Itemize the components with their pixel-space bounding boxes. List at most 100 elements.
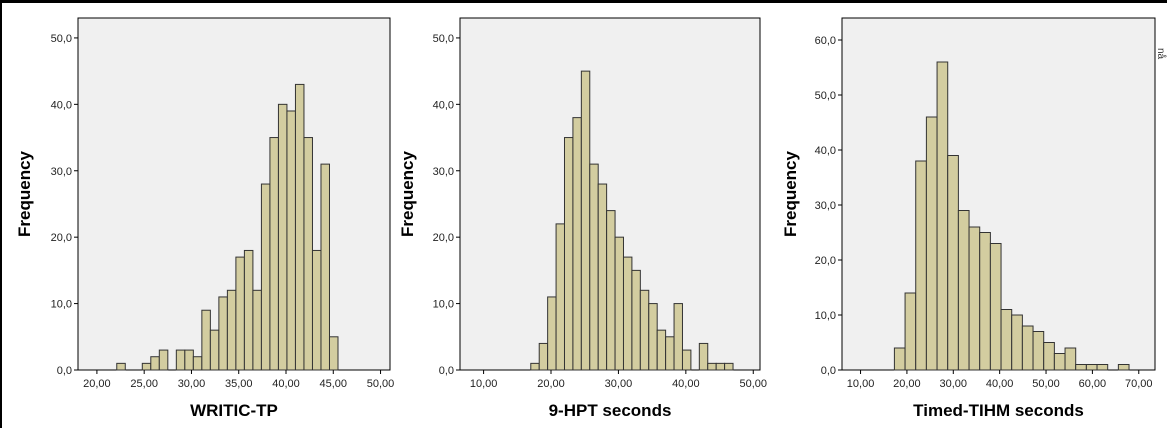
- histogram-bar: [201, 309, 211, 371]
- histogram-bar: [1032, 331, 1045, 371]
- histogram-bar: [572, 117, 582, 371]
- y-axis-label: Frequency: [781, 150, 800, 237]
- histogram-bar: [1075, 364, 1087, 371]
- x-tick-label: 20,00: [537, 378, 565, 390]
- x-tick-label: 50,00: [739, 378, 767, 390]
- histogram-bar: [1053, 353, 1066, 371]
- y-tick-label: 0,0: [821, 365, 836, 377]
- x-tick-label: 40,00: [986, 378, 1014, 390]
- y-tick-label: 50,0: [51, 33, 72, 45]
- x-tick-label: 30,00: [940, 378, 968, 390]
- histogram-bar: [979, 232, 991, 371]
- x-tick-label: 70,00: [1125, 378, 1153, 390]
- histogram-bar: [175, 349, 186, 371]
- histogram-bar: [1064, 347, 1077, 371]
- histogram-bar: [707, 362, 717, 371]
- x-tick-label: 10,00: [847, 378, 875, 390]
- histogram-9-hpt: 0,0 10,0 20,0 30,0 40,0 50,0 10,00 20,00 30,00 40…: [398, 17, 767, 420]
- histogram-bar: [1011, 314, 1023, 371]
- y-axis-label: Frequency: [15, 150, 34, 237]
- histogram-bar: [252, 289, 262, 371]
- histogram-bar: [226, 289, 237, 371]
- histogram-bar: [538, 342, 549, 371]
- y-tick-label: 10,0: [433, 299, 454, 311]
- histogram-bar: [141, 362, 152, 371]
- y-tick-label: 50,0: [433, 33, 454, 45]
- histogram-bar: [1085, 364, 1098, 371]
- histogram-bar: [294, 83, 305, 371]
- x-tick-label: 50,00: [1032, 378, 1060, 390]
- histogram-bar: [580, 70, 591, 371]
- histogram-bar: [563, 137, 574, 371]
- histogram-bar: [269, 137, 279, 371]
- x-tick-label: 40,00: [272, 378, 300, 390]
- histogram-bar: [631, 269, 641, 371]
- y-axis-label: Frequency: [398, 150, 417, 237]
- y-tick-label: 50,0: [815, 90, 836, 102]
- y-tick-label: 60,0: [815, 35, 836, 47]
- histogram-bar: [311, 249, 322, 371]
- y-tick-label: 40,0: [51, 99, 72, 111]
- histogram-bar: [904, 292, 917, 371]
- histogram-bar: [947, 155, 959, 371]
- histogram-timed-tihm: 0,0 10,0 20,0 30,0 40,0 50,0 60,0 10,00 20,00 30,…: [781, 17, 1156, 420]
- histogram-bar: [547, 296, 557, 371]
- y-tick-label: 30,0: [51, 166, 72, 178]
- histogram-bar: [648, 303, 658, 371]
- histogram-bar: [150, 356, 160, 371]
- histogram-bar: [1096, 364, 1109, 371]
- histogram-bar: [277, 103, 288, 371]
- histogram-bar: [1043, 342, 1055, 371]
- x-axis-label: WRITIC-TP: [190, 401, 278, 420]
- histogram-bar: [530, 362, 540, 371]
- histogram-writic-tp: 0,0 10,0 20,0 30,0 40,0 50,0 20,00 25,00 30,00 35…: [15, 17, 395, 420]
- histogram-bar: [589, 163, 599, 371]
- histogram-bar: [1117, 364, 1130, 371]
- y-tick-label: 0,0: [57, 365, 72, 377]
- x-tick-label: 40,00: [672, 378, 700, 390]
- histogram-bar: [698, 342, 709, 371]
- y-tick-label: 30,0: [815, 200, 836, 212]
- histogram-bar: [1021, 325, 1034, 371]
- y-tick-label: 0,0: [439, 365, 454, 377]
- x-tick-label: 45,00: [320, 378, 348, 390]
- histogram-bar: [989, 243, 1002, 371]
- x-tick-label: 30,00: [178, 378, 206, 390]
- x-tick-label: 30,00: [605, 378, 633, 390]
- histogram-bar: [209, 329, 220, 371]
- x-tick-label: 20,00: [893, 378, 921, 390]
- y-tick-label: 20,0: [433, 232, 454, 244]
- y-tick-label: 30,0: [433, 166, 454, 178]
- histogram-bar: [665, 336, 675, 371]
- histogram-bar: [158, 349, 169, 371]
- histogram-bar: [116, 362, 126, 371]
- x-axis-label: Timed-TIHM seconds: [913, 401, 1084, 420]
- x-tick-label: 10,00: [470, 378, 498, 390]
- histogram-bar: [320, 163, 330, 371]
- histogram-bar: [957, 210, 970, 371]
- x-tick-label: 60,00: [1079, 378, 1107, 390]
- histogram-bar: [184, 349, 194, 371]
- histogram-bar: [328, 336, 339, 371]
- histogram-bar: [1000, 309, 1013, 371]
- histogram-bar: [681, 349, 692, 371]
- histogram-bar: [673, 303, 683, 371]
- histogram-bar: [656, 329, 667, 371]
- x-tick-label: 35,00: [225, 378, 253, 390]
- y-tick-label: 10,0: [51, 299, 72, 311]
- y-tick-label: 10,0: [815, 310, 836, 322]
- histogram-bar: [606, 210, 616, 371]
- histogram-bar: [724, 362, 734, 371]
- histogram-bar: [597, 183, 608, 371]
- histogram-bar: [639, 289, 650, 371]
- histogram-bar: [715, 362, 726, 371]
- histogram-bar: [218, 296, 228, 371]
- histogram-bar: [915, 160, 927, 371]
- y-tick-label: 20,0: [815, 255, 836, 267]
- y-tick-label: 40,0: [815, 145, 836, 157]
- histogram-bar: [893, 347, 906, 371]
- histogram-bar: [286, 110, 296, 371]
- histogram-bar: [968, 226, 981, 371]
- x-tick-label: 50,00: [367, 378, 395, 390]
